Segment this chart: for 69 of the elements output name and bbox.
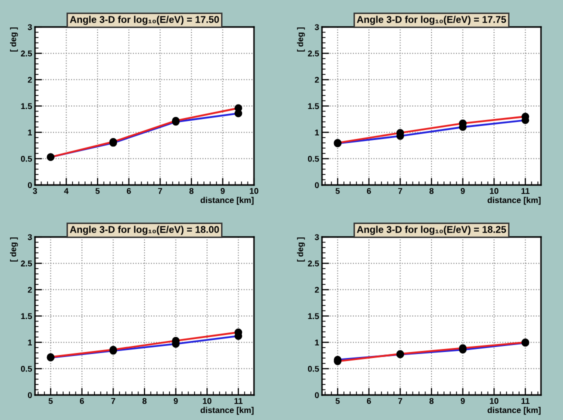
x-tick-label: 8 <box>189 188 194 194</box>
y-axis-title: [ deg ] <box>297 27 305 52</box>
y-tick-label: 0 <box>28 182 32 188</box>
x-tick-label: 7 <box>158 188 162 194</box>
x-tick-label: 5 <box>336 398 340 404</box>
x-tick-label: 5 <box>48 398 53 404</box>
y-tick-label: 2.5 <box>308 50 319 56</box>
x-tick-label: 8 <box>142 398 147 404</box>
y-tick-label: 1 <box>315 340 319 346</box>
y-axis-title: [ deg ] <box>297 237 305 262</box>
x-axis-title: distance [km] <box>488 196 541 205</box>
x-tick-label: 3 <box>32 188 38 194</box>
y-tick-label: 0.5 <box>20 156 32 162</box>
chart-title: Angle 3-D for log₁₀(E/eV) = 17.50 <box>70 16 219 25</box>
x-tick-label: 10 <box>202 398 212 404</box>
y-tick-label: 0.5 <box>308 366 319 372</box>
y-tick-label: 1 <box>28 340 32 346</box>
x-axis-title: distance [km] <box>200 406 254 415</box>
y-tick-label: 1.5 <box>21 313 32 320</box>
x-tick-label: 9 <box>460 398 465 404</box>
y-tick-label: 2 <box>28 286 32 293</box>
x-tick-label: 11 <box>521 398 530 404</box>
y-tick-label: 0 <box>28 392 32 398</box>
y-tick-label: 2 <box>28 76 32 83</box>
y-tick-label: 1.5 <box>308 103 319 110</box>
y-tick-label: 2.5 <box>20 260 32 266</box>
x-tick-label: 11 <box>521 188 530 194</box>
x-axis-title: distance [km] <box>488 406 541 415</box>
x-tick-label: 9 <box>174 398 178 404</box>
y-tick-label: 0.5 <box>308 156 319 162</box>
y-axis-title: [ deg ] <box>10 237 18 262</box>
y-tick-label: 0 <box>314 392 319 398</box>
y-tick-label: 2.5 <box>308 260 319 266</box>
x-tick-label: 6 <box>80 398 84 404</box>
y-tick-label: 3 <box>314 24 319 30</box>
x-tick-label: 11 <box>234 398 243 404</box>
y-tick-label: 0 <box>314 182 319 188</box>
y-tick-label: 1 <box>315 130 319 136</box>
x-tick-label: 9 <box>220 188 225 194</box>
y-tick-label: 3 <box>314 234 319 240</box>
x-tick-label: 4 <box>64 188 69 194</box>
x-tick-label: 7 <box>398 398 402 404</box>
x-tick-label: 6 <box>366 188 371 194</box>
x-tick-label: 8 <box>429 188 434 194</box>
y-tick-label: 1 <box>28 130 32 136</box>
y-tick-label: 2 <box>314 76 319 83</box>
y-tick-label: 2 <box>314 286 319 293</box>
x-tick-label: 6 <box>126 188 131 194</box>
y-tick-label: 3 <box>28 24 32 30</box>
x-tick-label: 9 <box>460 188 465 194</box>
x-tick-label: 10 <box>250 188 258 194</box>
x-tick-label: 6 <box>366 398 371 404</box>
x-tick-label: 5 <box>336 188 340 194</box>
x-tick-label: 10 <box>490 188 498 194</box>
y-tick-label: 2.5 <box>20 50 32 56</box>
y-axis-title: [ deg ] <box>10 27 18 52</box>
y-tick-label: 3 <box>28 234 32 240</box>
x-tick-label: 10 <box>490 398 498 404</box>
x-axis-title: distance [km] <box>200 196 254 205</box>
chart-title: Angle 3-D for log₁₀(E/eV) = 17.75 <box>356 16 506 25</box>
y-tick-label: 1.5 <box>21 103 32 110</box>
chart-title: Angle 3-D for log₁₀(E/eV) = 18.00 <box>70 226 219 235</box>
chart-title: Angle 3-D for log₁₀(E/eV) = 18.25 <box>356 226 506 235</box>
x-tick-label: 8 <box>429 398 434 404</box>
x-tick-label: 7 <box>111 398 116 404</box>
x-tick-label: 5 <box>96 188 100 194</box>
y-tick-label: 1.5 <box>308 313 319 320</box>
x-tick-label: 7 <box>398 188 402 194</box>
y-tick-label: 0.5 <box>20 366 32 372</box>
